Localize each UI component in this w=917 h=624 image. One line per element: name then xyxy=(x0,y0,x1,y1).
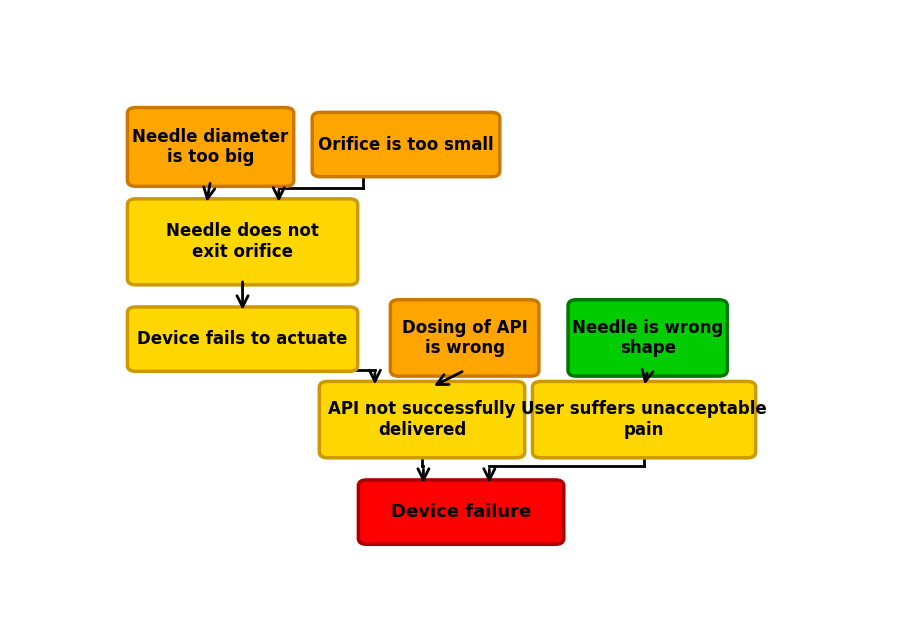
Text: API not successfully
delivered: API not successfully delivered xyxy=(328,400,515,439)
FancyBboxPatch shape xyxy=(319,381,525,458)
FancyBboxPatch shape xyxy=(568,300,727,376)
FancyBboxPatch shape xyxy=(391,300,539,376)
Text: Dosing of API
is wrong: Dosing of API is wrong xyxy=(402,318,527,358)
FancyBboxPatch shape xyxy=(127,199,358,285)
FancyBboxPatch shape xyxy=(312,112,500,177)
Text: Needle is wrong
shape: Needle is wrong shape xyxy=(572,318,724,358)
Text: Device failure: Device failure xyxy=(391,503,531,521)
Text: Orifice is too small: Orifice is too small xyxy=(318,135,494,154)
Text: Needle does not
exit orifice: Needle does not exit orifice xyxy=(166,222,319,261)
FancyBboxPatch shape xyxy=(533,381,756,458)
FancyBboxPatch shape xyxy=(359,480,564,544)
FancyBboxPatch shape xyxy=(127,107,293,187)
Text: Device fails to actuate: Device fails to actuate xyxy=(138,330,348,348)
Text: User suffers unacceptable
pain: User suffers unacceptable pain xyxy=(521,400,767,439)
Text: Needle diameter
is too big: Needle diameter is too big xyxy=(132,127,289,167)
FancyBboxPatch shape xyxy=(127,307,358,371)
